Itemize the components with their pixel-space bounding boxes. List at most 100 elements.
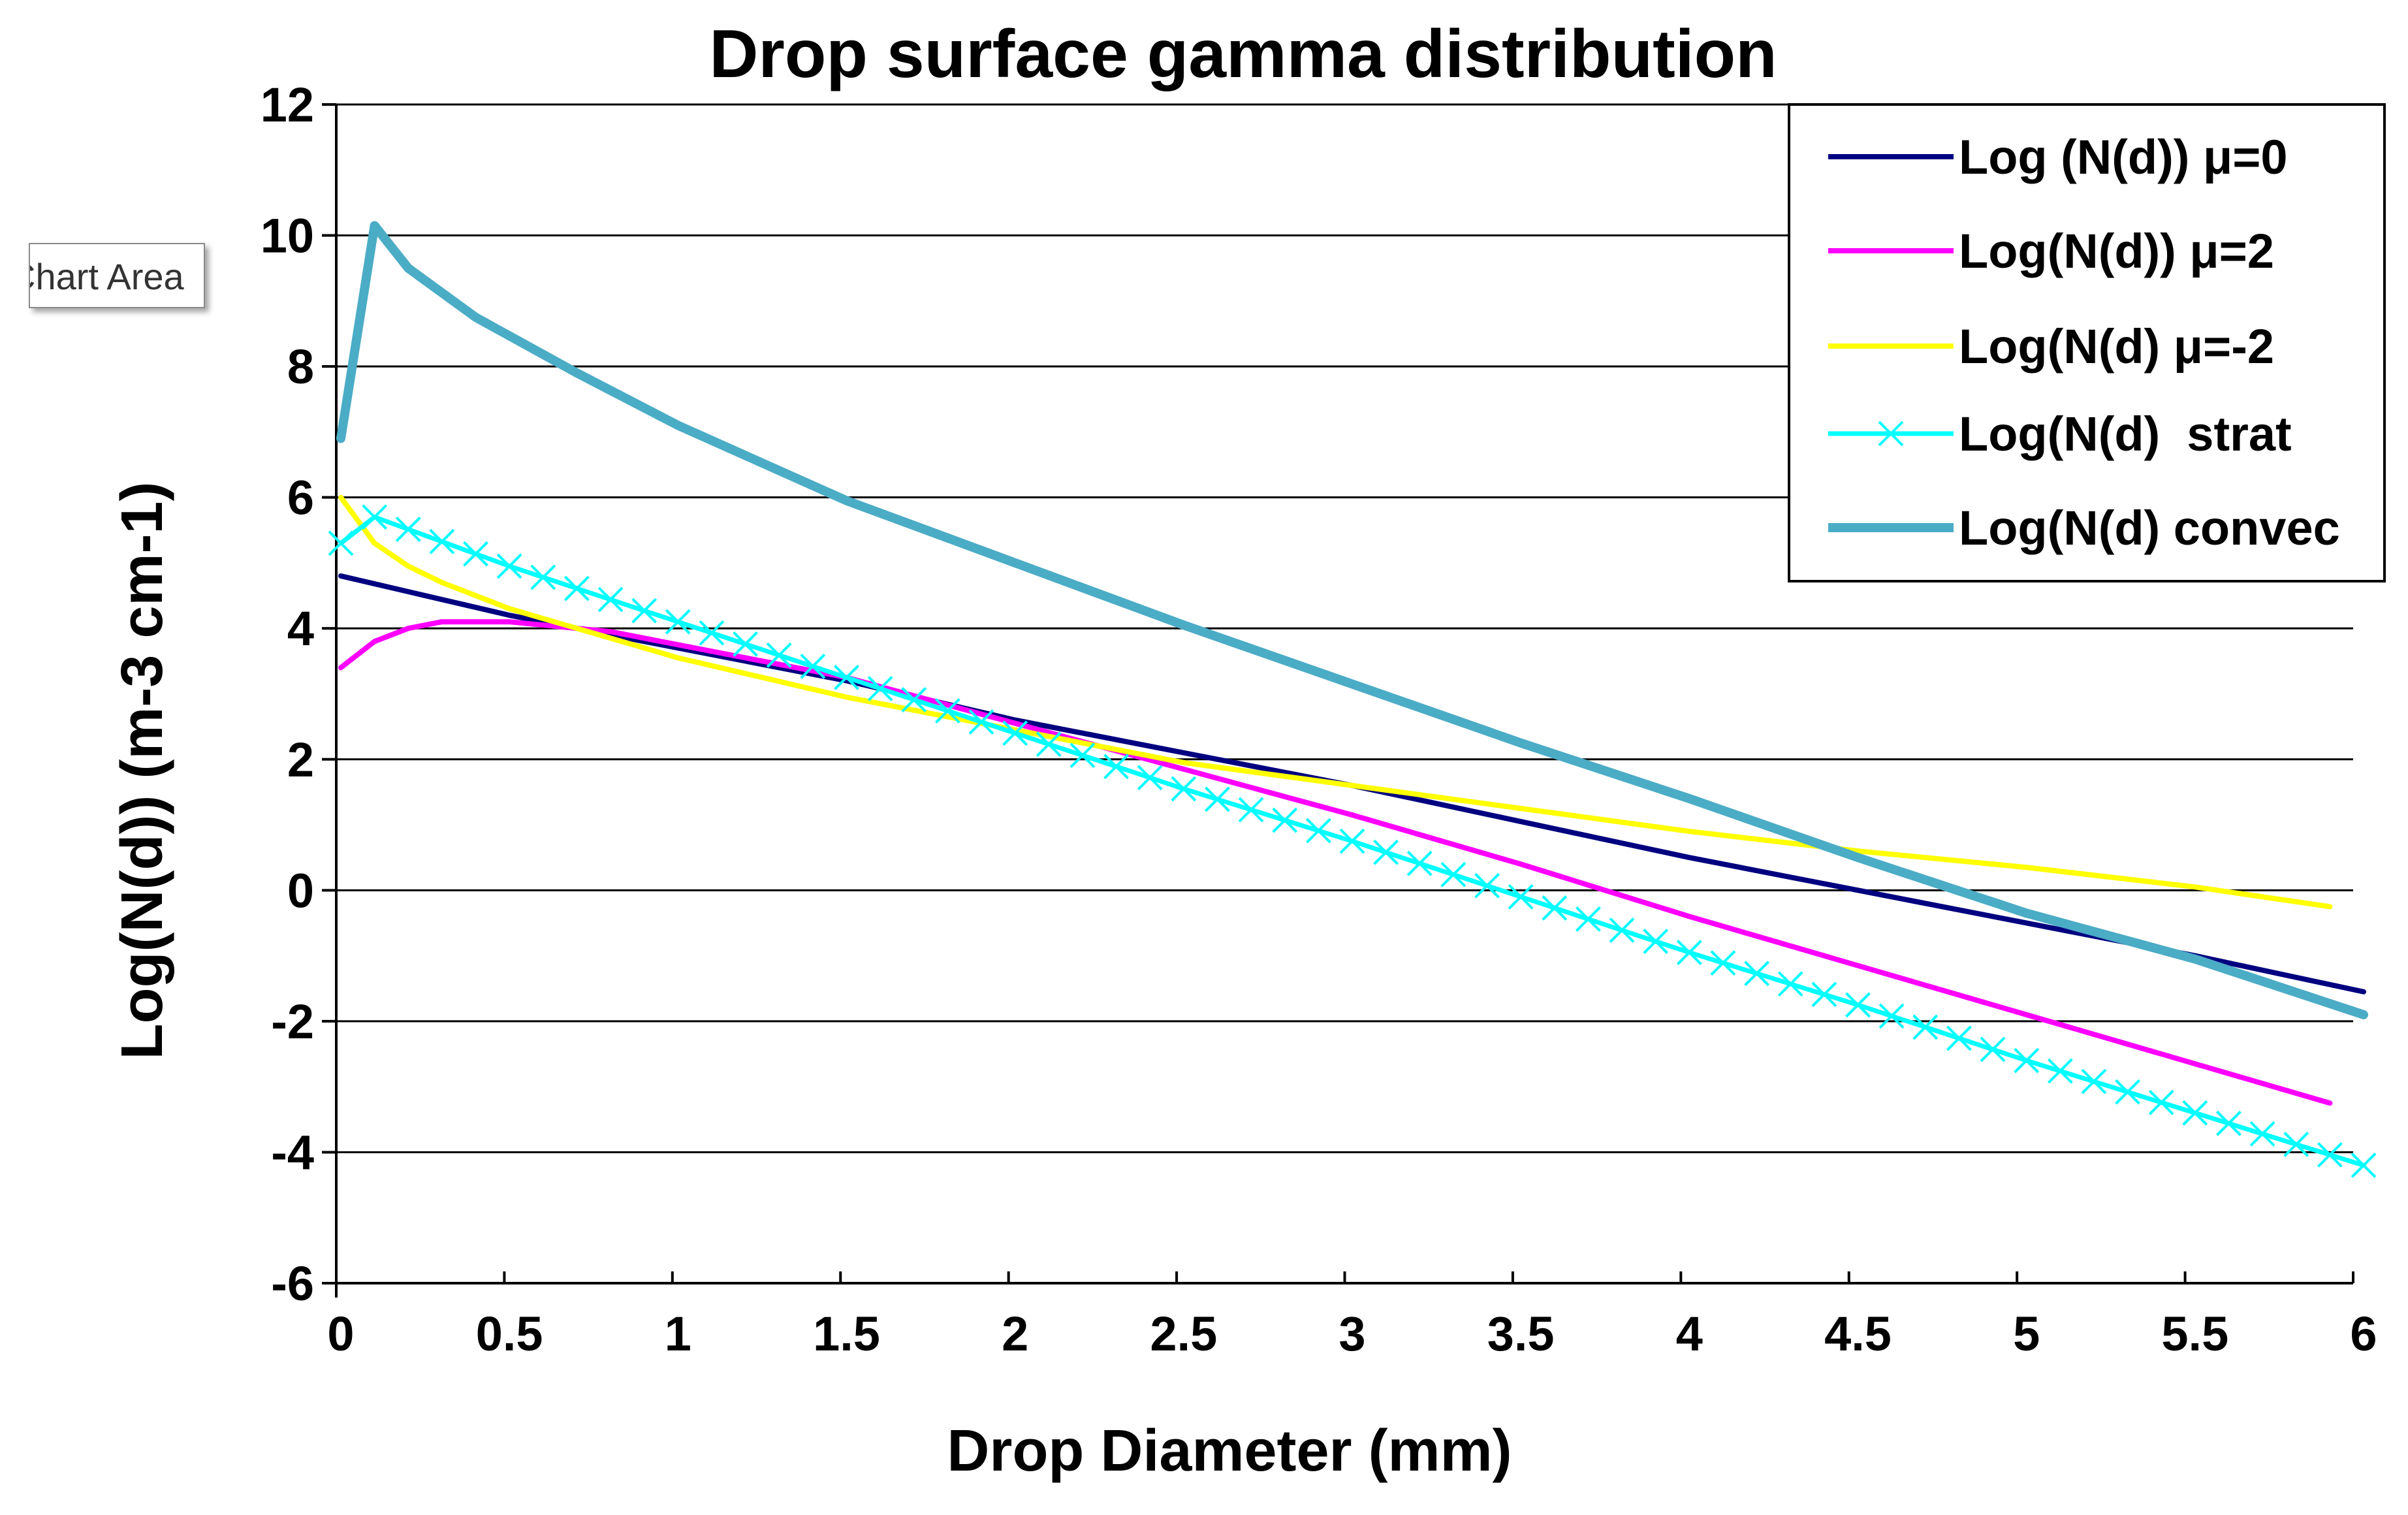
x-marker bbox=[968, 709, 994, 735]
x-tick-label: 6 bbox=[2350, 1307, 2377, 1361]
legend-item: Log(N(d)) μ=2 bbox=[1828, 224, 2274, 278]
y-tick-label: -4 bbox=[271, 1125, 314, 1179]
legend-item: Log(N(d) strat bbox=[1828, 407, 2292, 461]
x-marker bbox=[2317, 1142, 2343, 1168]
x-marker bbox=[2115, 1079, 2140, 1105]
x-marker bbox=[1171, 776, 1197, 802]
x-marker bbox=[1912, 1014, 1939, 1040]
series-line bbox=[338, 515, 2366, 1168]
legend-label: Log(N(d) strat bbox=[1959, 407, 2292, 461]
y-tick-label: 10 bbox=[261, 209, 314, 263]
x-marker bbox=[1373, 839, 1399, 865]
series-line bbox=[338, 494, 2333, 910]
plot-series bbox=[328, 221, 2377, 1178]
x-marker bbox=[1710, 950, 1736, 976]
x-marker bbox=[1406, 850, 1433, 876]
x-marker bbox=[1609, 917, 1635, 943]
x-marker bbox=[1036, 731, 1062, 758]
legend-label: Log (N(d)) μ=0 bbox=[1959, 130, 2288, 184]
x-marker bbox=[901, 687, 927, 712]
x-marker bbox=[1811, 981, 1837, 1008]
x-marker bbox=[429, 528, 455, 554]
x-marker bbox=[631, 598, 657, 624]
x-tick-label: 0.5 bbox=[476, 1307, 543, 1361]
x-tick-label: 5 bbox=[2013, 1307, 2040, 1361]
x-marker bbox=[328, 530, 354, 556]
legend-label: Log(N(d)) μ=2 bbox=[1959, 224, 2274, 278]
x-marker bbox=[2283, 1131, 2309, 1157]
legend: Log (N(d)) μ=0 Log(N(d)) μ=2 Log(N(d) μ=-2… bbox=[1788, 103, 2386, 582]
series-5 bbox=[336, 221, 2368, 1019]
x-marker bbox=[1272, 807, 1298, 833]
x-marker bbox=[362, 504, 388, 530]
x-marker bbox=[1238, 797, 1264, 823]
x-tick-label: 2.5 bbox=[1150, 1307, 1217, 1361]
y-axis-title: Log(N(d)) (m-3 cm-1) bbox=[110, 482, 175, 1060]
x-tick-label: 4 bbox=[1676, 1307, 1703, 1361]
x-marker bbox=[2249, 1121, 2275, 1147]
series-line bbox=[336, 221, 2368, 1019]
x-marker bbox=[1878, 1003, 1905, 1029]
x-marker bbox=[1474, 872, 1500, 899]
chart-area-tooltip: Chart Area bbox=[29, 243, 205, 308]
y-tick-label: -6 bbox=[271, 1256, 314, 1311]
x-tick-label: 4.5 bbox=[1824, 1307, 1892, 1361]
x-marker bbox=[1845, 992, 1871, 1018]
x-marker bbox=[1676, 940, 1702, 966]
x-marker bbox=[1103, 754, 1129, 780]
series-2 bbox=[338, 619, 2333, 1106]
x-marker bbox=[530, 564, 556, 590]
x-marker bbox=[2351, 1153, 2377, 1178]
legend-item: Log (N(d)) μ=0 bbox=[1828, 130, 2288, 184]
x-marker bbox=[1946, 1025, 1972, 1051]
series-line bbox=[338, 619, 2333, 1106]
x-marker bbox=[1508, 884, 1534, 910]
legend-label: Log(N(d) μ=-2 bbox=[1959, 319, 2274, 374]
x-marker bbox=[1002, 720, 1028, 746]
x-marker bbox=[665, 609, 691, 635]
x-marker bbox=[766, 642, 792, 668]
x-marker bbox=[2014, 1047, 2040, 1074]
x-marker bbox=[1542, 895, 1568, 921]
series-3 bbox=[338, 494, 2333, 910]
x-tick-label: 3 bbox=[1339, 1307, 1365, 1361]
x-marker bbox=[1576, 906, 1601, 932]
x-tick-label: 2 bbox=[1002, 1307, 1028, 1361]
x-marker bbox=[597, 586, 624, 613]
x-marker bbox=[834, 665, 859, 690]
x-marker bbox=[2216, 1110, 2242, 1136]
y-tick-label: 0 bbox=[287, 863, 314, 917]
legend-marker bbox=[1878, 421, 1904, 447]
x-tick-label: 1 bbox=[665, 1307, 691, 1361]
x-marker bbox=[1440, 861, 1466, 887]
y-tick-label: 2 bbox=[287, 733, 314, 787]
y-tick-label: -2 bbox=[271, 995, 314, 1049]
x-marker bbox=[1069, 742, 1096, 769]
x-marker bbox=[934, 698, 960, 724]
x-marker bbox=[699, 620, 725, 646]
x-marker bbox=[800, 653, 826, 679]
x-marker bbox=[1643, 929, 1669, 954]
x-marker bbox=[867, 676, 893, 701]
x-marker bbox=[733, 631, 759, 657]
x-tick-label: 5.5 bbox=[2161, 1307, 2228, 1361]
x-tick-label: 0 bbox=[327, 1307, 354, 1361]
x-marker bbox=[1339, 828, 1365, 854]
x-marker bbox=[1777, 971, 1803, 997]
chart-title: Drop surface gamma distribution bbox=[709, 16, 1777, 92]
legend-item: Log(N(d) μ=-2 bbox=[1828, 319, 2274, 374]
legend-item: Log(N(d) convec bbox=[1828, 501, 2340, 555]
x-marker bbox=[2182, 1100, 2208, 1126]
x-marker bbox=[1744, 961, 1770, 987]
x-marker bbox=[2081, 1068, 2107, 1094]
x-marker bbox=[395, 517, 421, 542]
x-marker bbox=[2148, 1089, 2174, 1115]
legend-box bbox=[1788, 103, 2386, 582]
x-marker bbox=[1205, 786, 1230, 812]
x-marker bbox=[463, 541, 488, 567]
x-tick-label: 3.5 bbox=[1487, 1307, 1555, 1361]
x-marker bbox=[496, 553, 522, 579]
y-tick-label: 12 bbox=[261, 78, 314, 132]
